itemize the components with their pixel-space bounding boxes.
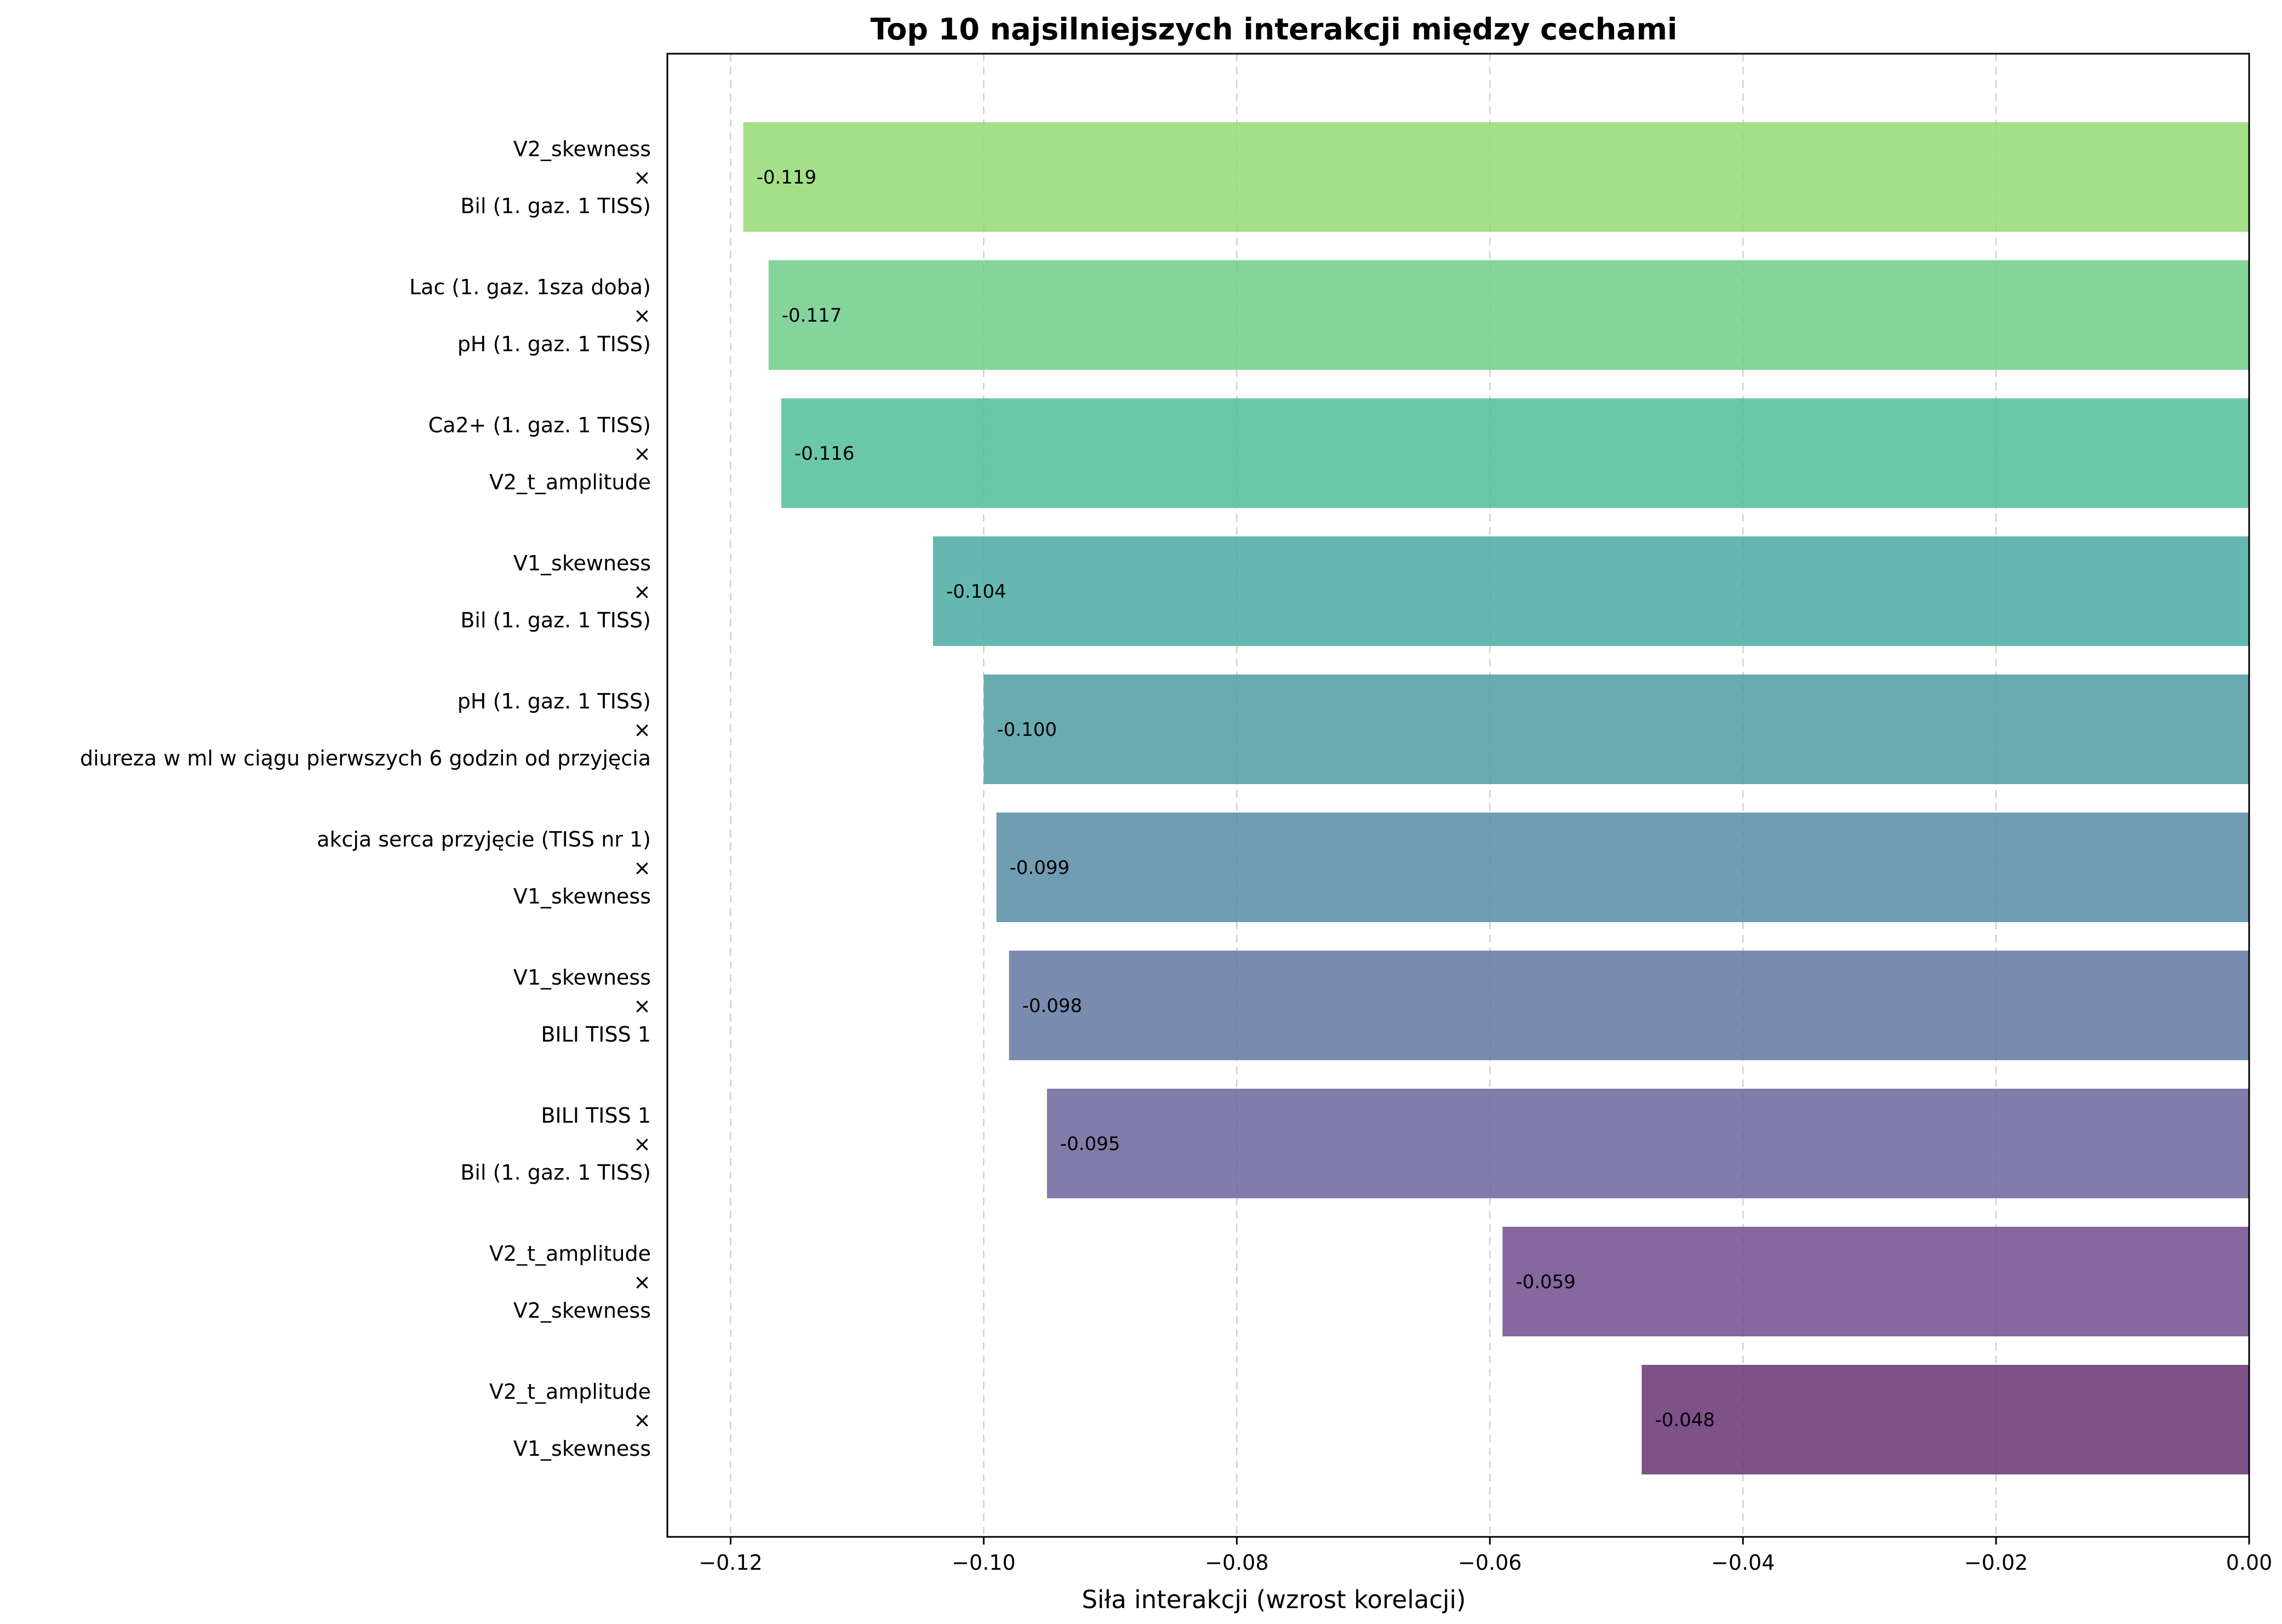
- category-label-feature-b: V2_t_amplitude: [489, 470, 651, 494]
- x-tick-label: −0.10: [952, 1551, 1015, 1575]
- category-label-feature-a: pH (1. gaz. 1 TISS): [457, 689, 651, 713]
- category-label-feature-a: V2_skewness: [513, 137, 651, 161]
- category-label-separator: ×: [633, 1270, 651, 1294]
- bar: [1502, 1227, 2249, 1336]
- category-label-feature-b: diureza w ml w ciągu pierwszych 6 godzin…: [80, 746, 651, 770]
- bar-value-label: -0.119: [757, 167, 817, 188]
- chart-title: Top 10 najsilniejszych interakcji między…: [871, 12, 1678, 47]
- bar: [933, 536, 2249, 646]
- bar: [743, 122, 2249, 232]
- value-labels: -0.119 -0.117 -0.116 -0.104 -0.100 -0.099 -0.0…: [757, 167, 1715, 1431]
- category-label-feature-a: BILI TISS 1: [541, 1103, 651, 1128]
- bar: [1046, 1089, 2250, 1198]
- bar-value-label: -0.100: [997, 719, 1057, 741]
- bar: [983, 674, 2250, 784]
- category-label-separator: ×: [633, 718, 651, 742]
- category-label-feature-b: V1_skewness: [513, 1437, 651, 1461]
- category-label-feature-b: Bil (1. gaz. 1 TISS): [460, 194, 651, 218]
- x-tick-label: −0.12: [699, 1551, 762, 1575]
- category-label-feature-b: Bil (1. gaz. 1 TISS): [460, 1160, 651, 1185]
- bar-value-label: -0.099: [1009, 857, 1069, 879]
- bar: [1642, 1365, 2249, 1474]
- x-axis-ticks: −0.12 −0.10 −0.08 −0.06 −0.04 −0.02 0.00: [699, 1537, 2272, 1575]
- bar: [1009, 951, 2249, 1060]
- x-axis-label: Siła interakcji (wzrost korelacji): [1082, 1585, 1466, 1614]
- x-tick-label: −0.02: [1964, 1551, 2028, 1575]
- category-label-separator: ×: [633, 442, 651, 466]
- x-tick-label: −0.06: [1458, 1551, 1522, 1575]
- category-label-separator: ×: [633, 304, 651, 328]
- category-label-feature-b: pH (1. gaz. 1 TISS): [457, 332, 651, 356]
- category-label-separator: ×: [633, 1408, 651, 1432]
- bar-value-label: -0.048: [1655, 1409, 1715, 1431]
- plot-frame: [666, 53, 2250, 1538]
- category-label-feature-a: akcja serca przyjęcie (TISS nr 1): [317, 827, 651, 851]
- category-label-feature-a: Lac (1. gaz. 1sza doba): [409, 275, 651, 299]
- y-axis-category-labels: V2_skewness × Bil (1. gaz. 1 TISS) Lac (1. …: [80, 137, 651, 1461]
- bar-value-label: -0.059: [1515, 1271, 1576, 1293]
- category-label-feature-b: V2_skewness: [513, 1299, 651, 1323]
- bar-value-label: -0.104: [946, 581, 1006, 603]
- category-label-separator: ×: [633, 994, 651, 1018]
- category-label-feature-a: Ca2+ (1. gaz. 1 TISS): [428, 413, 651, 437]
- bar-value-label: -0.098: [1022, 995, 1083, 1017]
- category-label-separator: ×: [633, 580, 651, 604]
- x-tick-label: −0.08: [1205, 1551, 1268, 1575]
- bar: [996, 813, 2249, 922]
- category-label-separator: ×: [633, 1132, 651, 1156]
- category-label-feature-b: Bil (1. gaz. 1 TISS): [460, 608, 651, 632]
- category-label-feature-b: V1_skewness: [513, 884, 651, 908]
- bar: [768, 260, 2249, 370]
- bar-value-label: -0.095: [1060, 1133, 1120, 1155]
- category-label-separator: ×: [633, 856, 651, 880]
- category-label-feature-a: V2_t_amplitude: [489, 1242, 651, 1266]
- bar: [781, 398, 2249, 508]
- bar-value-label: -0.117: [782, 305, 842, 327]
- category-label-feature-a: V1_skewness: [513, 965, 651, 990]
- category-label-separator: ×: [633, 165, 651, 190]
- category-label-feature-a: V1_skewness: [513, 551, 651, 575]
- bars: [743, 122, 2250, 1474]
- category-label-feature-a: V2_t_amplitude: [489, 1380, 651, 1404]
- category-label-feature-b: BILI TISS 1: [541, 1022, 651, 1047]
- x-tick-label: −0.04: [1711, 1551, 1775, 1575]
- x-tick-label: 0.00: [2226, 1551, 2273, 1575]
- bar-value-label: -0.116: [794, 443, 855, 465]
